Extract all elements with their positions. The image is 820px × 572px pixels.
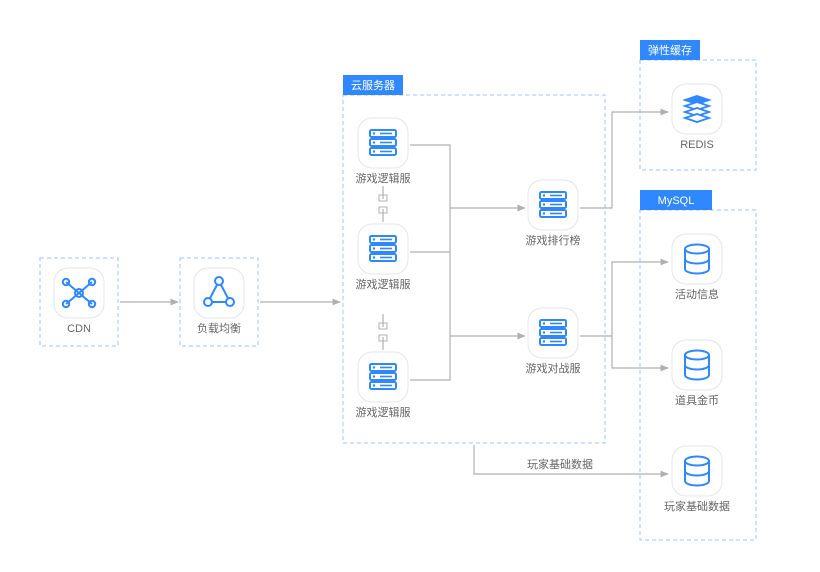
group-tab-label: MySQL [658,195,695,207]
node-label: 活动信息 [675,287,719,301]
node-label: CDN [67,323,91,335]
node-coin: 道具金币 [672,340,722,407]
node-label: 游戏对战服 [526,361,581,375]
node-label: 道具金币 [675,393,719,407]
node-logic1: 游戏逻辑服 [356,118,411,185]
node-lb: 负载均衡 [194,268,244,335]
group-tab-label: 弹性缓存 [648,43,692,57]
node-label: 游戏排行榜 [526,233,581,247]
node-label: 游戏逻辑服 [356,277,411,291]
node-label: REDIS [680,139,714,151]
group-tab-label: 云服务器 [351,79,395,92]
node-logic2: 游戏逻辑服 [356,224,411,291]
node-label: 负载均衡 [197,321,241,335]
edge-label-player: 玩家基础数据 [527,457,593,471]
node-rank: 游戏排行榜 [526,180,581,247]
node-label: 游戏逻辑服 [356,171,411,185]
node-act: 活动信息 [672,234,722,301]
bi-connector [379,186,387,222]
node-cdn: CDN [54,268,104,335]
node-player: 玩家基础数据 [664,446,730,513]
node-battle: 游戏对战服 [526,308,581,375]
node-label: 玩家基础数据 [664,499,730,513]
architecture-diagram: 云服务器弹性缓存MySQL玩家基础数据CDN负载均衡游戏逻辑服游戏逻辑服游戏逻辑… [0,0,820,572]
node-label: 游戏逻辑服 [356,405,411,419]
node-logic3: 游戏逻辑服 [356,352,411,419]
node-redis: REDIS [672,84,722,151]
bi-connector [379,314,387,350]
